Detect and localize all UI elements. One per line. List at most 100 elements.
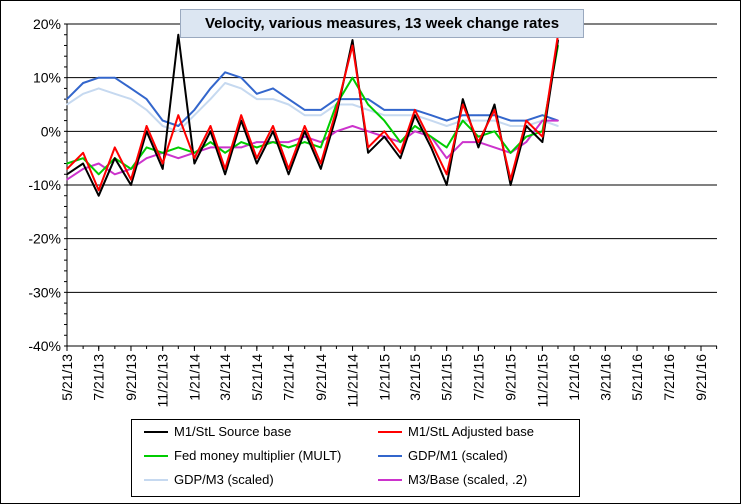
data-point (224, 71, 226, 74)
legend-label: GDP/M1 (scaled) (408, 448, 508, 463)
data-point (383, 114, 386, 117)
data-point (224, 173, 226, 176)
chart-title: Velocity, various measures, 13 week chan… (180, 9, 584, 38)
data-point (240, 114, 243, 117)
y-tick-label: -40% (28, 338, 61, 354)
data-point (161, 162, 164, 165)
data-point (97, 162, 100, 165)
data-point (224, 168, 226, 170)
legend-swatch (378, 430, 402, 433)
data-point (209, 141, 212, 143)
data-point (399, 141, 402, 143)
data-point (335, 114, 338, 117)
data-point (224, 146, 226, 149)
data-point (177, 146, 180, 149)
data-point (130, 168, 132, 170)
y-tick-label: -30% (28, 284, 61, 300)
data-point (114, 173, 116, 176)
x-tick-label: 5/21/15 (439, 354, 455, 401)
data-point (303, 141, 306, 143)
data-point (287, 141, 290, 143)
data-point (256, 157, 258, 159)
data-point (82, 162, 84, 165)
data-point (256, 162, 258, 165)
legend-label: GDP/M3 (scaled) (174, 472, 274, 487)
data-point (541, 135, 544, 138)
data-point (256, 92, 258, 95)
data-point (461, 103, 464, 106)
data-point (335, 98, 338, 100)
data-point (541, 114, 544, 117)
legend-item: Fed money multiplier (MULT) (144, 448, 341, 463)
data-point (399, 152, 402, 154)
data-point (130, 87, 132, 90)
y-tick-label: 0% (41, 123, 61, 139)
legend-item: M3/Base (scaled, .2) (378, 472, 527, 487)
data-point (351, 98, 354, 100)
data-point (493, 146, 496, 149)
data-point (303, 109, 306, 111)
data-point (461, 119, 464, 122)
data-point (130, 184, 132, 186)
data-point (272, 141, 274, 143)
data-point (335, 109, 338, 111)
data-point (240, 141, 243, 143)
data-point (509, 178, 512, 181)
data-point (97, 189, 100, 192)
data-point (66, 98, 68, 100)
data-point (193, 157, 196, 159)
series-line (66, 34, 559, 192)
data-point (477, 114, 480, 117)
data-point (256, 141, 258, 143)
data-point (145, 98, 148, 100)
data-point (477, 135, 480, 138)
data-point (224, 152, 226, 154)
data-point (367, 130, 369, 133)
data-point (445, 173, 448, 176)
data-point (509, 184, 512, 186)
data-point (66, 168, 68, 170)
data-point (145, 109, 148, 111)
data-point (303, 130, 306, 133)
x-tick-label: 5/21/14 (249, 354, 265, 401)
data-point (303, 114, 306, 117)
legend-swatch (378, 478, 402, 481)
data-point (383, 119, 386, 122)
x-tick-label: 3/21/15 (407, 354, 423, 401)
data-point (541, 141, 544, 143)
data-point (320, 162, 322, 165)
x-tick-label: 11/21/14 (345, 354, 361, 408)
data-point (493, 130, 496, 133)
x-tick-label: 5/21/13 (59, 354, 75, 401)
data-point (272, 98, 274, 100)
data-point (320, 114, 322, 117)
series-line (66, 82, 559, 133)
data-point (287, 173, 290, 176)
legend-label: M1/StL Source base (174, 424, 292, 439)
data-point (430, 119, 432, 122)
data-point (367, 146, 369, 149)
legend-item: GDP/M1 (scaled) (378, 448, 508, 463)
x-tick-label: 11/21/15 (534, 354, 550, 408)
x-tick-label: 7/21/15 (470, 354, 486, 401)
x-tick-label: 1/21/15 (376, 354, 392, 401)
data-point (430, 141, 432, 143)
x-tick-label: 11/21/13 (155, 354, 171, 408)
data-point (66, 162, 68, 165)
legend-label: M1/StL Adjusted base (408, 424, 534, 439)
data-point (287, 103, 290, 106)
data-point (320, 141, 322, 143)
data-point (177, 130, 180, 133)
data-point (525, 141, 528, 143)
data-point (209, 146, 212, 149)
data-point (272, 87, 274, 90)
data-point (493, 103, 496, 106)
x-tick-label: 1/21/14 (186, 354, 202, 401)
data-point (97, 87, 100, 90)
data-point (240, 76, 243, 79)
x-tick-label: 9/21/14 (313, 354, 329, 401)
data-point (209, 87, 212, 90)
data-point (161, 168, 164, 170)
